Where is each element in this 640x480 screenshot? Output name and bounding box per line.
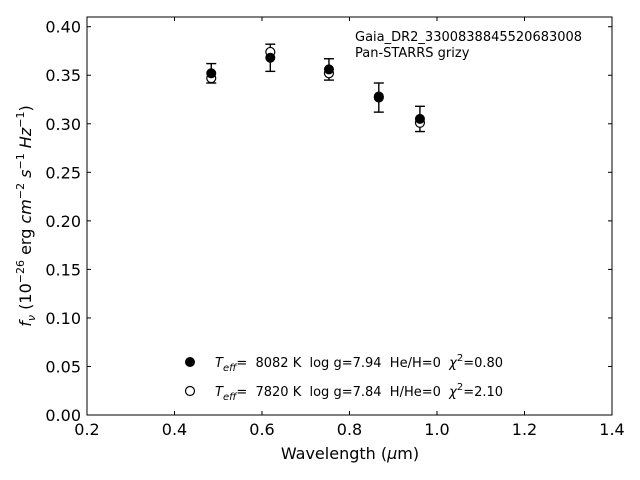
y-tick-label: 0.05 bbox=[45, 357, 81, 376]
y-tick-label: 0.25 bbox=[45, 163, 81, 182]
legend-marker-open bbox=[184, 385, 196, 397]
y-axis-title: fν (10−26 erg cm−2 s−1 Hz−1) bbox=[14, 105, 38, 326]
observed-point bbox=[265, 52, 276, 63]
observed-point bbox=[206, 68, 217, 79]
observed-point bbox=[323, 64, 334, 75]
points-layer bbox=[206, 46, 426, 128]
x-tick-label: 0.4 bbox=[162, 420, 187, 439]
observed-point bbox=[373, 92, 384, 103]
x-tick-label: 0.2 bbox=[74, 420, 99, 439]
y-tick-label: 0.15 bbox=[45, 260, 81, 279]
y-tick-label: 0.20 bbox=[45, 212, 81, 231]
y-tick-label: 0.00 bbox=[45, 406, 81, 425]
legend-entry-2: Teff= 7820 K log g=7.84 H/He=0 χ2=2.10 bbox=[215, 382, 503, 403]
y-tick-label: 0.40 bbox=[45, 18, 81, 37]
legend-marker-filled bbox=[185, 357, 195, 367]
legend: Teff= 8082 K log g=7.94 He/H=0 χ2=0.80 T… bbox=[184, 353, 503, 403]
x-tick-label: 0.6 bbox=[249, 420, 274, 439]
annotation-survey: Pan-STARRS grizy bbox=[355, 46, 470, 61]
x-tick-label: 1.4 bbox=[599, 420, 624, 439]
x-tick-label: 1.0 bbox=[424, 420, 449, 439]
y-tick-label: 0.30 bbox=[45, 115, 81, 134]
observed-point bbox=[414, 113, 425, 124]
y-tick-label: 0.10 bbox=[45, 309, 81, 328]
x-tick-label: 0.8 bbox=[337, 420, 362, 439]
plot-frame bbox=[86, 16, 613, 416]
ticks-layer: 0.2 0.4 0.6 0.8 1.0 1.2 1.4 0.00 0.05 0.10 0.15 0.2… bbox=[45, 17, 625, 439]
x-axis-title: Wavelength (μm) bbox=[281, 444, 419, 463]
y-tick-label: 0.35 bbox=[45, 66, 81, 85]
legend-entry-1: Teff= 8082 K log g=7.94 He/H=0 χ2=0.80 bbox=[215, 353, 503, 374]
annotation-object-id: Gaia_DR2_3300838845520683008 bbox=[355, 30, 582, 45]
x-tick-label: 1.2 bbox=[512, 420, 537, 439]
